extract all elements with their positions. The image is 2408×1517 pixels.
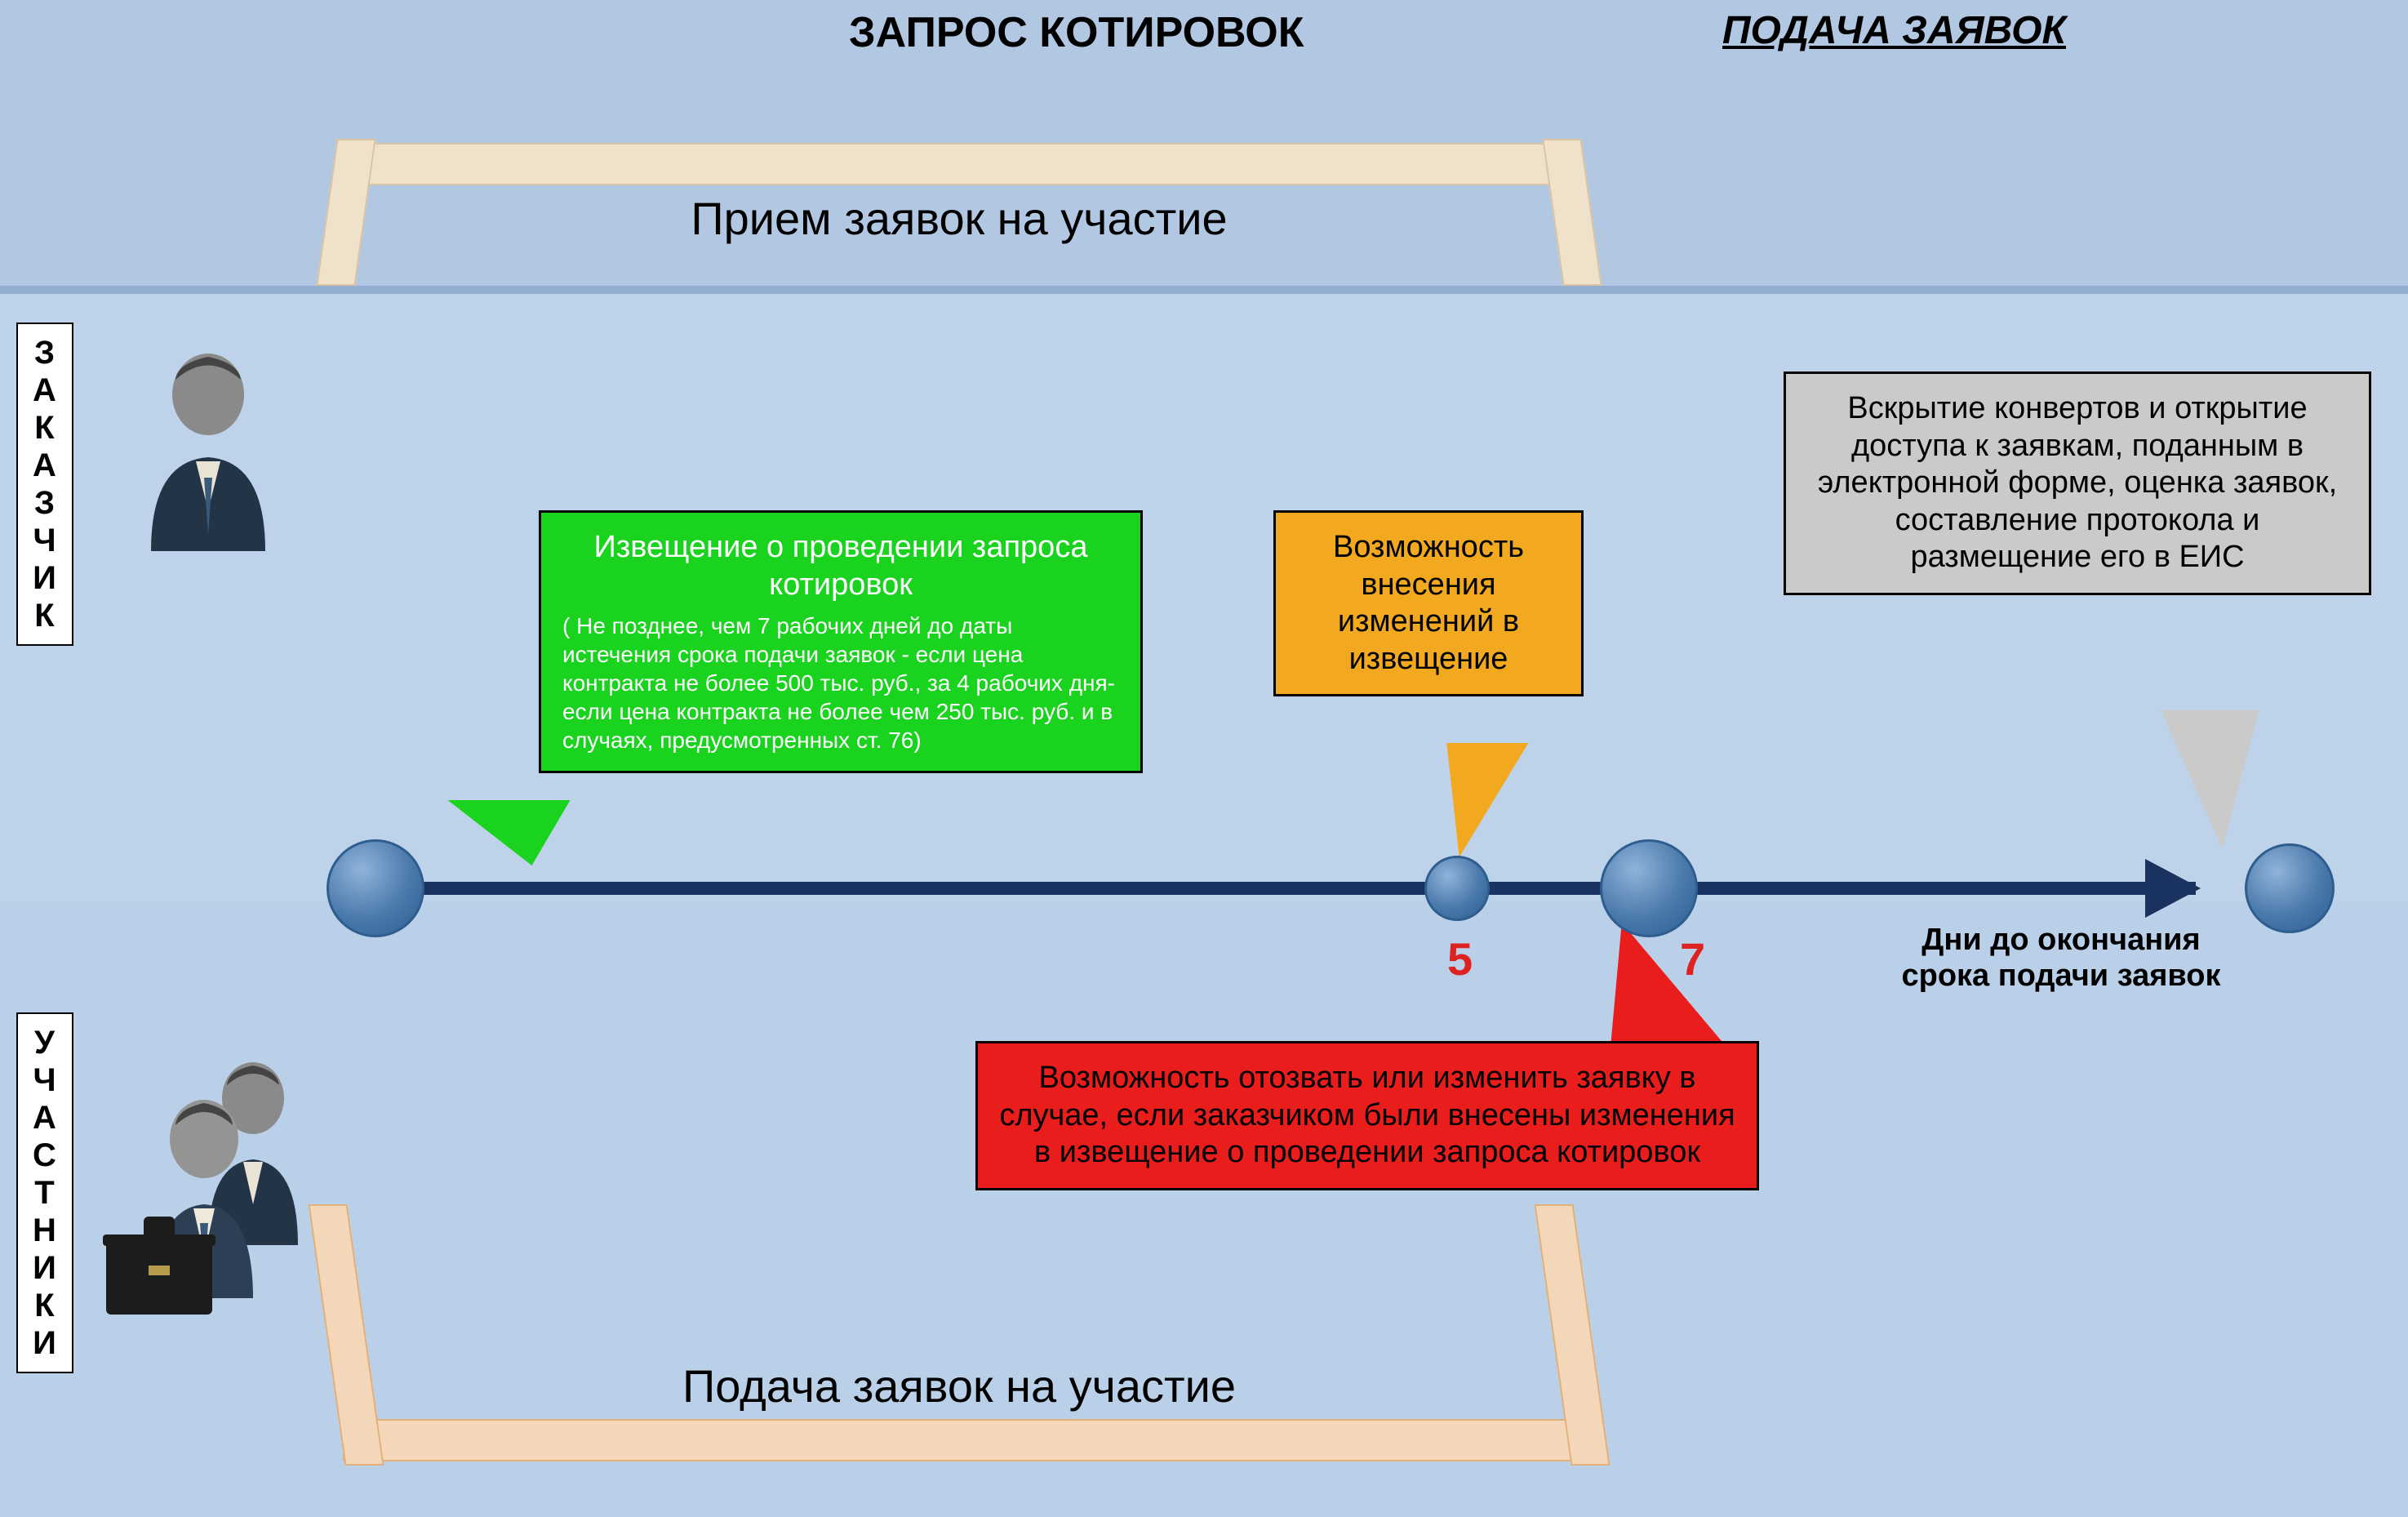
tick-5: 5 [1447, 932, 1473, 985]
callout-green-tail [433, 800, 570, 865]
role-participant-label: У Ч А С Т Н И К И [16, 1012, 73, 1373]
timeline-arrow-icon [2145, 859, 2201, 918]
callout-green-sub: ( Не позднее, чем 7 рабочих дней до даты… [562, 612, 1119, 754]
bracket-top: Прием заявок на участие [327, 143, 1592, 282]
callout-green: Извещение о проведении запроса котировок… [539, 510, 1143, 773]
timeline-node-5 [1424, 856, 1490, 921]
timeline-caption: Дни до окончания срока подачи заявок [1898, 923, 2224, 994]
callout-gray-text: Вскрытие конвертов и открытие доступа к … [1807, 390, 2348, 576]
tick-7: 7 [1680, 932, 1705, 985]
page-title: ЗАПРОС КОТИРОВОК [849, 8, 1304, 57]
callout-green-title: Извещение о проведении запроса котировок [562, 529, 1119, 603]
role-customer-label: З А К А З Ч И К [16, 323, 73, 646]
callout-red: Возможность отозвать или изменить заявку… [975, 1041, 1759, 1190]
callout-gray: Вскрытие конвертов и открытие доступа к … [1784, 371, 2371, 595]
timeline-axis [359, 882, 2196, 895]
participants-icon [98, 1057, 327, 1319]
bracket-top-label: Прием заявок на участие [327, 192, 1592, 245]
page-subtitle: ПОДАЧА ЗАЯВОК [1722, 8, 2066, 53]
callout-orange: Возможность внесения изменений в извещен… [1273, 510, 1584, 696]
bracket-bottom: Подача заявок на участие [327, 1208, 1592, 1461]
timeline-node-start [327, 839, 424, 937]
timeline-node-end [2245, 843, 2335, 933]
customer-icon [127, 347, 290, 559]
callout-red-text: Возможность отозвать или изменить заявку… [999, 1060, 1735, 1172]
bracket-bottom-label: Подача заявок на участие [327, 1359, 1592, 1412]
band-divider [0, 286, 2408, 294]
callout-orange-text: Возможность внесения изменений в извещен… [1297, 529, 1560, 678]
timeline-node-7 [1600, 839, 1698, 937]
